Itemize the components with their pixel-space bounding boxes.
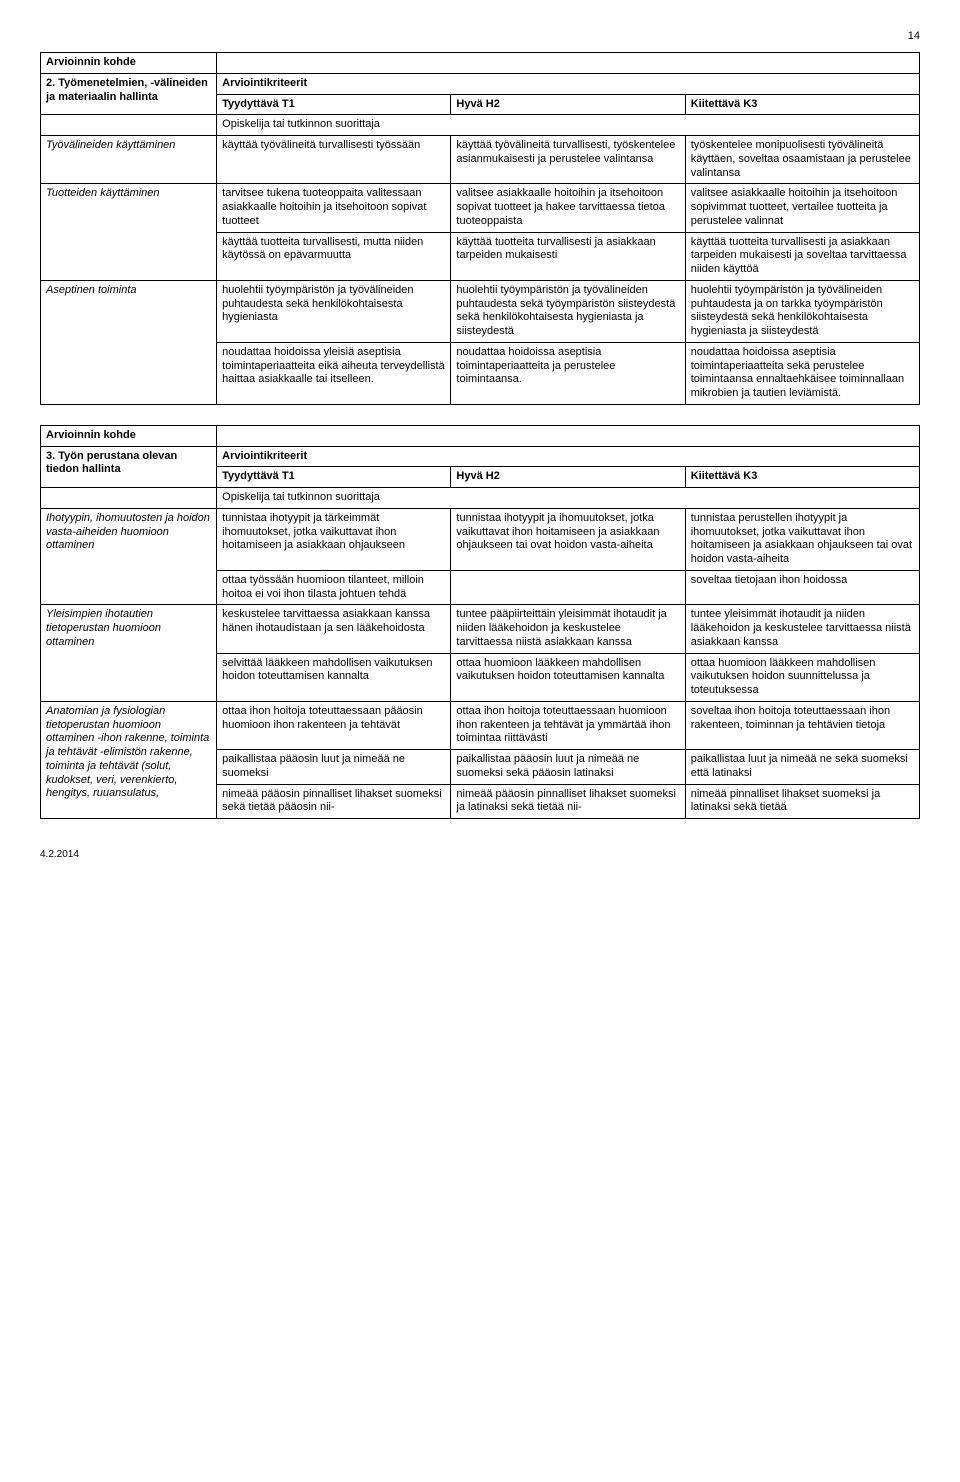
span-blank — [41, 488, 217, 509]
row-label: Tuotteiden käyttäminen — [41, 184, 217, 281]
heading-blank — [217, 53, 920, 74]
cell: noudattaa hoidoissa yleisiä aseptisia to… — [217, 342, 451, 404]
col-t1: Tyydyttävä T1 — [217, 94, 451, 115]
cell: tunnistaa perustellen ihotyypit ja ihomu… — [685, 508, 919, 570]
span-blank — [41, 115, 217, 136]
cell: noudattaa hoidoissa aseptisia toimintape… — [451, 342, 685, 404]
row-label: Ihotyypin, ihomuutosten ja hoidon vasta-… — [41, 508, 217, 605]
cell — [451, 570, 685, 605]
page-number: 14 — [40, 30, 920, 42]
heading-left-2: Arvioinnin kohde — [41, 425, 217, 446]
criteria-label-1: Arviointikriteerit — [217, 73, 920, 94]
cell: ottaa työssään huomioon tilanteet, millo… — [217, 570, 451, 605]
criteria-label-2: Arviointikriteerit — [217, 446, 920, 467]
cell: käyttää tuotteita turvallisesti ja asiak… — [451, 232, 685, 280]
cell: tunnistaa ihotyypit ja tärkeimmät ihomuu… — [217, 508, 451, 570]
col-k3: Kiitettävä K3 — [685, 94, 919, 115]
cell: tunnistaa ihotyypit ja ihomuutokset, jot… — [451, 508, 685, 570]
cell: käyttää tuotteita turvallisesti, mutta n… — [217, 232, 451, 280]
row-label: Aseptinen toiminta — [41, 280, 217, 404]
cell: tarvitsee tukena tuoteoppaita valitessaa… — [217, 184, 451, 232]
span-text-2: Opiskelija tai tutkinnon suorittaja — [217, 488, 920, 509]
cell: paikallistaa luut ja nimeää ne sekä suom… — [685, 750, 919, 785]
cell: ottaa huomioon lääkkeen mahdollisen vaik… — [451, 653, 685, 701]
cell: ottaa ihon hoitoja toteuttaessaan pääosi… — [217, 701, 451, 749]
footer-date: 4.2.2014 — [40, 849, 920, 860]
span-text-1: Opiskelija tai tutkinnon suorittaja — [217, 115, 920, 136]
cell: nimeää pinnalliset lihakset suomeksi ja … — [685, 784, 919, 819]
section-title-1: 2. Työmenetelmien, -välineiden ja materi… — [41, 73, 217, 115]
cell: soveltaa ihon hoitoja toteuttaessaan iho… — [685, 701, 919, 749]
cell: tuntee yleisimmät ihotaudit ja niiden lä… — [685, 605, 919, 653]
col-k3: Kiitettävä K3 — [685, 467, 919, 488]
row-label: Yleisimpien ihotautien tietoperustan huo… — [41, 605, 217, 702]
row-label: Työvälineiden käyttäminen — [41, 136, 217, 184]
cell: paikallistaa pääosin luut ja nimeää ne s… — [217, 750, 451, 785]
cell: huolehtii työympäristön ja työvälineiden… — [217, 280, 451, 342]
cell: nimeää pääosin pinnalliset lihakset suom… — [217, 784, 451, 819]
cell: selvittää lääkkeen mahdollisen vaikutuks… — [217, 653, 451, 701]
cell: käyttää työvälineitä turvallisesti, työs… — [451, 136, 685, 184]
assessment-table-2: Arvioinnin kohde 3. Työn perustana oleva… — [40, 425, 920, 819]
assessment-table-1: Arvioinnin kohde 2. Työmenetelmien, -väl… — [40, 52, 920, 405]
cell: huolehtii työympäristön ja työvälineiden… — [685, 280, 919, 342]
cell: käyttää tuotteita turvallisesti ja asiak… — [685, 232, 919, 280]
cell: noudattaa hoidoissa aseptisia toimintape… — [685, 342, 919, 404]
cell: ottaa huomioon lääkkeen mahdollisen vaik… — [685, 653, 919, 701]
col-t1: Tyydyttävä T1 — [217, 467, 451, 488]
col-h2: Hyvä H2 — [451, 94, 685, 115]
cell: käyttää työvälineitä turvallisesti työss… — [217, 136, 451, 184]
cell: soveltaa tietojaan ihon hoidossa — [685, 570, 919, 605]
cell: työskentelee monipuolisesti työvälineitä… — [685, 136, 919, 184]
cell: valitsee asiakkaalle hoitoihin ja itseho… — [685, 184, 919, 232]
row-label: Anatomian ja fysiologian tietoperustan h… — [41, 701, 217, 818]
cell: nimeää pääosin pinnalliset lihakset suom… — [451, 784, 685, 819]
heading-left-1: Arvioinnin kohde — [41, 53, 217, 74]
heading-blank — [217, 425, 920, 446]
cell: paikallistaa pääosin luut ja nimeää ne s… — [451, 750, 685, 785]
col-h2: Hyvä H2 — [451, 467, 685, 488]
cell: keskustelee tarvittaessa asiakkaan kanss… — [217, 605, 451, 653]
cell: ottaa ihon hoitoja toteuttaessaan huomio… — [451, 701, 685, 749]
cell: huolehtii työympäristön ja työvälineiden… — [451, 280, 685, 342]
cell: valitsee asiakkaalle hoitoihin ja itseho… — [451, 184, 685, 232]
section-title-2: 3. Työn perustana olevan tiedon hallinta — [41, 446, 217, 488]
cell: tuntee pääpiirteittäin yleisimmät ihotau… — [451, 605, 685, 653]
